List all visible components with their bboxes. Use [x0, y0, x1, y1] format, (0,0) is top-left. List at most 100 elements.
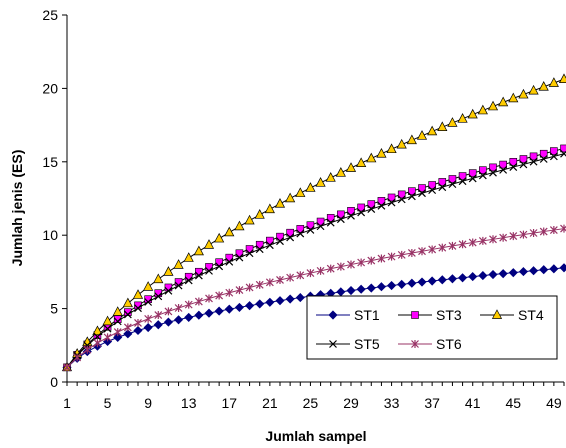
data-point-st5 [509, 163, 518, 172]
data-point-st3 [337, 210, 345, 219]
data-point-st4 [356, 157, 367, 167]
data-point-st1 [143, 322, 153, 333]
data-point-st5 [296, 229, 305, 238]
y-tick-label: 0 [50, 374, 58, 390]
data-point-st4 [558, 73, 566, 84]
data-point-st4 [285, 192, 296, 203]
data-point-st3 [347, 207, 355, 215]
data-point-st6 [316, 266, 325, 275]
data-point-st1 [397, 279, 407, 289]
data-point-st5 [123, 310, 132, 319]
data-point-st3 [519, 155, 528, 163]
data-point-st1 [508, 268, 518, 278]
x-tick-label: 1 [63, 395, 71, 411]
data-point-st6 [367, 256, 376, 265]
data-point-st6 [448, 241, 457, 250]
data-point-st4 [295, 187, 306, 197]
data-point-st3 [255, 240, 264, 249]
data-point-st4 [396, 138, 407, 149]
data-point-st5 [499, 165, 508, 174]
legend-label: ST6 [436, 336, 462, 352]
data-point-st1 [255, 299, 265, 309]
series-st6 [63, 224, 566, 372]
data-point-st6 [73, 353, 82, 362]
data-point-st1 [285, 294, 295, 304]
data-point-st5 [539, 155, 548, 163]
legend-item-st5: ST5 [316, 336, 380, 352]
data-point-st3 [377, 197, 386, 205]
data-point-st5 [428, 186, 437, 195]
data-point-st3 [479, 166, 487, 174]
data-point-st1 [559, 263, 566, 273]
data-point-st4 [92, 325, 103, 336]
y-axis-title: Jumlah jenis (ES) [9, 150, 25, 267]
x-tick-label: 21 [262, 395, 278, 411]
data-point-st1 [468, 272, 478, 282]
data-point-st4 [122, 297, 133, 308]
data-point-st1 [387, 280, 397, 291]
x-tick-label: 37 [424, 395, 440, 411]
data-point-st1 [194, 310, 204, 320]
data-point-st6 [549, 226, 558, 235]
data-point-st6 [205, 294, 213, 303]
data-point-st4 [163, 266, 174, 276]
data-point-st6 [225, 288, 234, 297]
data-point-st6 [103, 333, 112, 342]
y-tick-label: 25 [42, 7, 58, 23]
data-point-st6 [418, 247, 426, 256]
legend-item-st6: ST6 [398, 336, 462, 352]
data-point-st1 [224, 304, 234, 314]
x-tick-label: 5 [104, 395, 112, 411]
data-point-st4 [183, 252, 194, 262]
data-point-st3 [367, 200, 376, 208]
data-point-st1 [529, 266, 539, 276]
data-point-st5 [144, 298, 153, 306]
data-point-st4 [224, 226, 235, 237]
data-point-st5 [357, 208, 366, 217]
data-point-st3 [489, 163, 497, 172]
data-point-st5 [407, 192, 416, 201]
data-point-st6 [93, 339, 102, 348]
data-point-st6 [438, 243, 447, 252]
data-point-st5 [194, 271, 203, 280]
data-point-st3 [448, 175, 457, 183]
data-point-st1 [245, 301, 255, 311]
data-point-st5 [448, 180, 457, 189]
data-point-st6 [184, 300, 193, 309]
legend-marker [491, 309, 503, 319]
data-point-st5 [245, 249, 254, 258]
x-tick-label: 45 [505, 395, 521, 411]
data-point-st6 [428, 245, 437, 254]
data-point-st4 [193, 245, 204, 256]
data-point-st6 [276, 275, 284, 284]
data-point-st6 [306, 269, 315, 278]
data-point-st6 [326, 264, 335, 273]
data-point-st4 [447, 117, 458, 127]
data-point-st5 [549, 152, 558, 161]
x-tick-label: 13 [181, 395, 197, 411]
legend-item-st4: ST4 [480, 307, 544, 323]
data-point-st1 [458, 273, 468, 283]
data-point-st4 [406, 134, 417, 145]
data-point-st4 [386, 143, 397, 154]
data-point-st4 [437, 121, 448, 132]
y-tick-label: 5 [50, 301, 58, 317]
data-point-st5 [478, 171, 487, 180]
data-point-st6 [489, 235, 497, 244]
data-point-st4 [305, 182, 316, 192]
data-point-st5 [205, 266, 213, 275]
data-point-st6 [63, 363, 71, 372]
legend-marker [411, 340, 419, 348]
data-point-st3 [550, 147, 558, 155]
data-point-st6 [529, 228, 538, 237]
data-point-st3 [276, 232, 284, 241]
data-point-st6 [144, 314, 153, 323]
data-point-st4 [244, 214, 255, 225]
data-point-st4 [173, 259, 184, 269]
data-point-st1 [376, 282, 386, 292]
data-point-st5 [367, 205, 376, 213]
data-point-st4 [528, 84, 539, 95]
data-point-st6 [265, 278, 274, 287]
data-point-st6 [519, 230, 528, 239]
